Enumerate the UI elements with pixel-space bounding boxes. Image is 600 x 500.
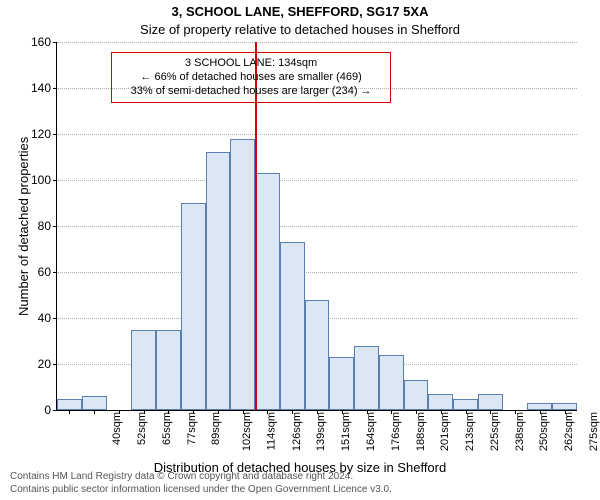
- x-tick-label: 213sqm: [459, 412, 476, 451]
- x-tick-label: 102sqm: [236, 412, 253, 451]
- histogram-bar: [453, 399, 478, 411]
- x-tick-label: 52sqm: [131, 412, 148, 445]
- footer-attribution: Contains HM Land Registry data © Crown c…: [10, 471, 392, 496]
- grid-line: [57, 226, 577, 227]
- histogram-bar: [206, 152, 231, 410]
- x-tick-label: 250sqm: [533, 412, 550, 451]
- histogram-bar: [478, 394, 503, 410]
- histogram-bar: [131, 330, 156, 411]
- histogram-bar: [354, 346, 379, 410]
- x-tick-label: 176sqm: [385, 412, 402, 451]
- footer-line-2: Contains public sector information licen…: [10, 484, 392, 497]
- x-tick-label: 139sqm: [311, 412, 328, 451]
- y-tick-label: 140: [31, 81, 57, 95]
- y-tick-label: 80: [38, 219, 57, 233]
- x-tick-label: 77sqm: [181, 412, 198, 445]
- x-tick-label: 225sqm: [484, 412, 501, 451]
- histogram-bar: [329, 357, 354, 410]
- grid-line: [57, 272, 577, 273]
- histogram-bar: [552, 403, 577, 410]
- y-tick-label: 20: [38, 357, 57, 371]
- histogram-bar: [379, 355, 404, 410]
- x-tick-label: 40sqm: [106, 412, 123, 445]
- x-tick-label: 164sqm: [360, 412, 377, 451]
- x-tick-label: 126sqm: [286, 412, 303, 451]
- plot-area: 02040608010012014016040sqm52sqm65sqm77sq…: [56, 42, 577, 411]
- histogram-bar: [428, 394, 453, 410]
- chart-title: 3, SCHOOL LANE, SHEFFORD, SG17 5XA: [0, 4, 600, 19]
- grid-line: [57, 134, 577, 135]
- histogram-bar: [255, 173, 280, 410]
- histogram-bar: [156, 330, 181, 411]
- histogram-bar: [230, 139, 255, 410]
- y-tick-label: 100: [31, 173, 57, 187]
- x-tick-label: 65sqm: [156, 412, 173, 445]
- histogram-bar: [57, 399, 82, 411]
- annotation-box: 3 SCHOOL LANE: 134sqm← 66% of detached h…: [111, 52, 391, 103]
- y-axis-label: Number of detached properties: [16, 137, 31, 316]
- annotation-line-3: 33% of semi-detached houses are larger (…: [116, 85, 386, 99]
- annotation-line-1: 3 SCHOOL LANE: 134sqm: [116, 57, 386, 71]
- x-tick-label: 238sqm: [509, 412, 526, 451]
- x-tick-label: 114sqm: [260, 412, 277, 450]
- histogram-bar: [305, 300, 330, 410]
- y-tick-label: 120: [31, 127, 57, 141]
- y-tick-label: 160: [31, 35, 57, 49]
- histogram-bar: [404, 380, 429, 410]
- histogram-bar: [181, 203, 206, 410]
- chart-container: 3, SCHOOL LANE, SHEFFORD, SG17 5XA Size …: [0, 0, 600, 500]
- grid-line: [57, 42, 577, 43]
- y-tick-label: 40: [38, 311, 57, 325]
- x-tick-label: 151sqm: [335, 412, 352, 451]
- x-tick-label: 188sqm: [410, 412, 427, 451]
- histogram-bar: [280, 242, 305, 410]
- grid-line: [57, 180, 577, 181]
- y-tick-label: 0: [44, 403, 57, 417]
- x-tick-label: 275sqm: [583, 412, 600, 451]
- x-tick-label: 89sqm: [205, 412, 222, 445]
- histogram-bar: [527, 403, 552, 410]
- y-tick-label: 60: [38, 265, 57, 279]
- annotation-line-2: ← 66% of detached houses are smaller (46…: [116, 71, 386, 85]
- x-tick-label: 262sqm: [558, 412, 575, 451]
- chart-subtitle: Size of property relative to detached ho…: [0, 22, 600, 37]
- x-tick-label: 201sqm: [434, 412, 451, 451]
- histogram-bar: [82, 396, 107, 410]
- footer-line-1: Contains HM Land Registry data © Crown c…: [10, 471, 392, 484]
